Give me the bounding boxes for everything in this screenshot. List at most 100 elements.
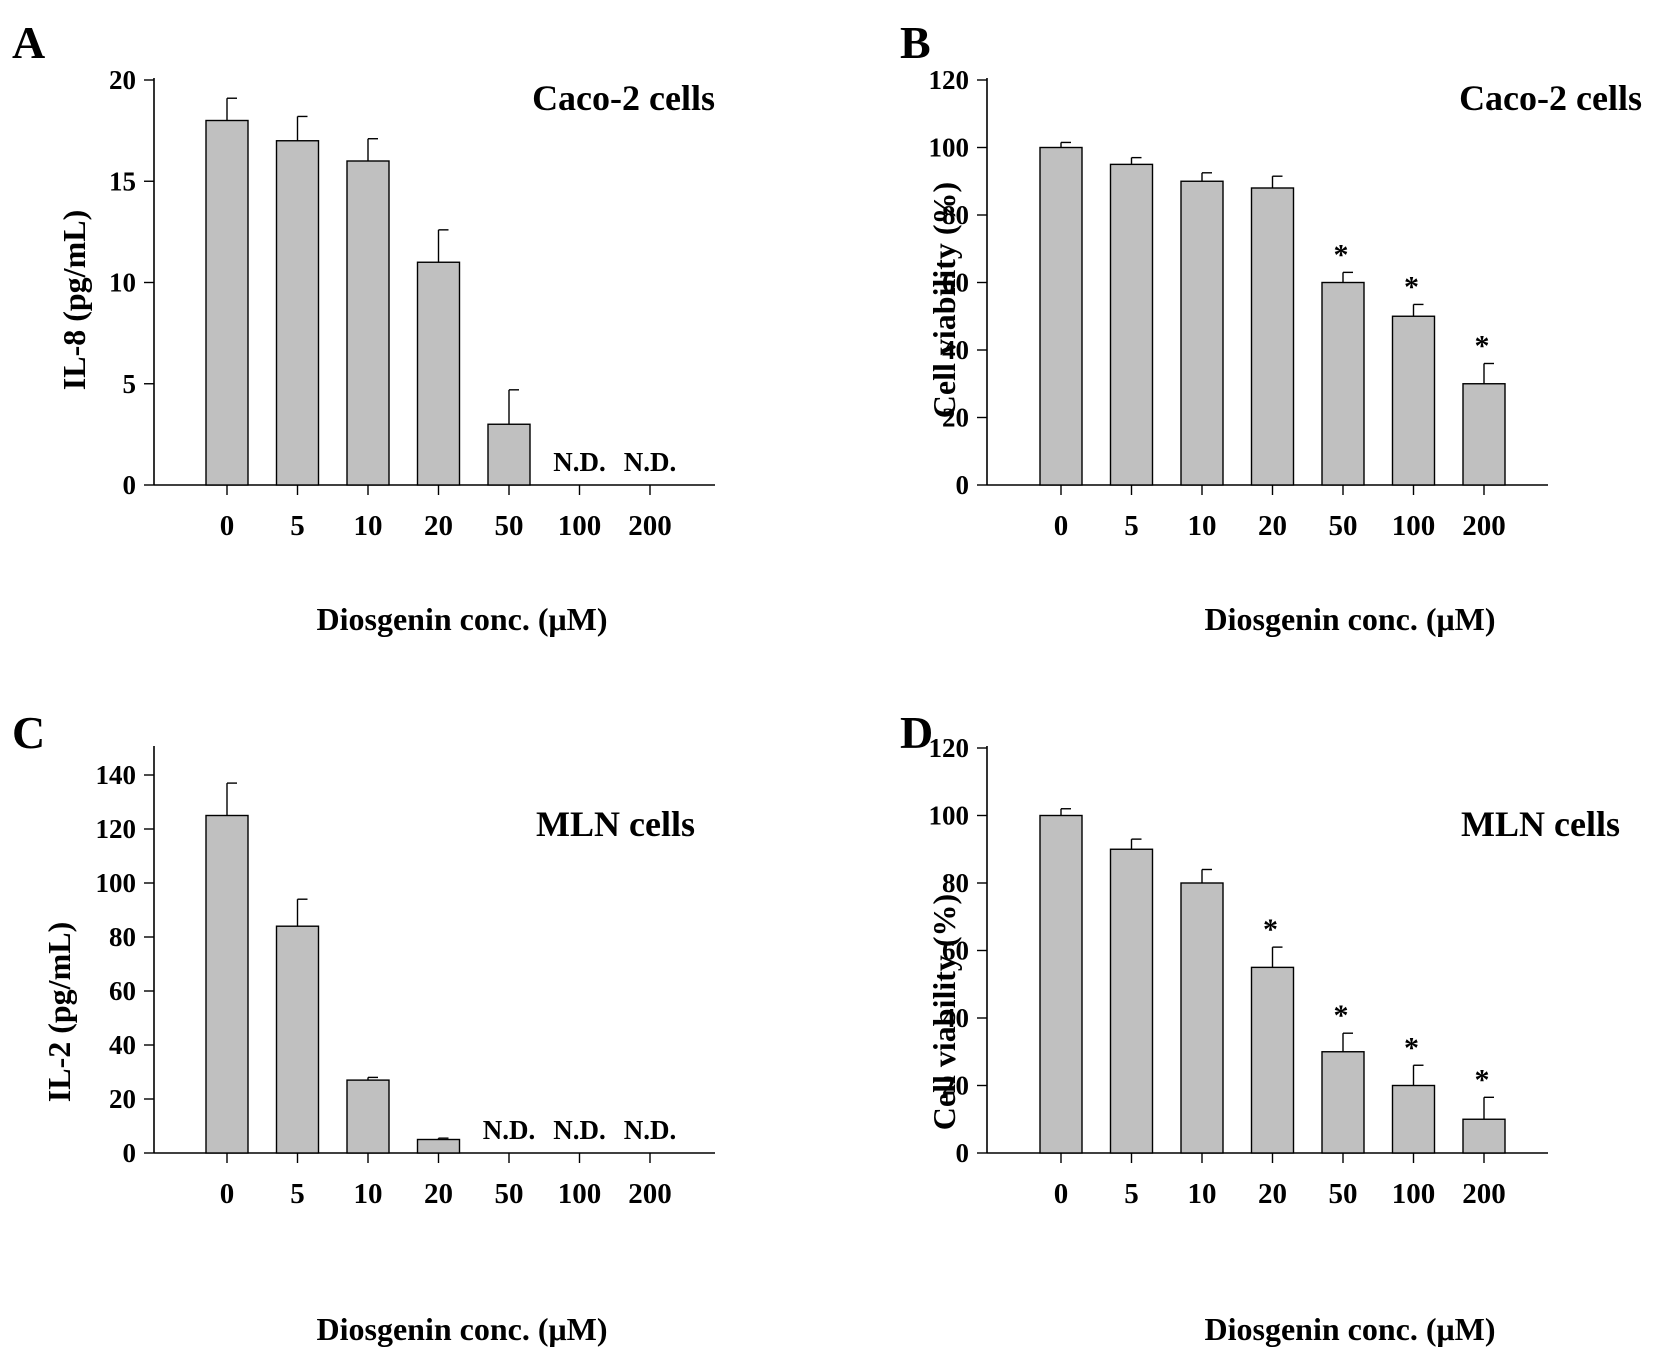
- y-tick-label: 20: [942, 403, 969, 433]
- y-tick-label: 0: [956, 1138, 970, 1168]
- y-tick-label: 0: [956, 470, 970, 500]
- y-tick-label: 10: [109, 268, 136, 298]
- bar: [416, 261, 461, 486]
- x-tick-label: 5: [1124, 510, 1139, 542]
- bar: [346, 160, 390, 486]
- bar: [1250, 187, 1295, 486]
- x-tick-label: 10: [1188, 1178, 1217, 1210]
- y-tick-label: 80: [942, 200, 969, 230]
- x-tick-label: 50: [495, 1178, 524, 1210]
- bar: [1180, 180, 1224, 486]
- bar: [1180, 882, 1224, 1154]
- x-tick-label: 50: [1329, 1178, 1358, 1210]
- significance-marker: *: [1404, 1031, 1419, 1064]
- y-tick-label: 100: [96, 868, 137, 898]
- bar: [275, 925, 320, 1154]
- y-tick-label: 100: [929, 133, 970, 163]
- significance-marker: *: [1334, 238, 1349, 271]
- x-tick-label: 20: [424, 1178, 453, 1210]
- not-detected-label: N.D.: [624, 447, 677, 477]
- panel-d: D MLN cells Cell viability (%) Diosgenin…: [900, 707, 1620, 1347]
- y-tick-label: 20: [942, 1071, 969, 1101]
- x-tick-label: 100: [558, 1178, 602, 1210]
- y-tick-label: 40: [942, 335, 969, 365]
- bar: [205, 119, 249, 486]
- chart-title: Caco-2 cells: [532, 78, 715, 118]
- x-axis-label: Diosgenin conc. (μM): [1205, 1311, 1496, 1347]
- x-tick-label: 200: [1462, 510, 1506, 542]
- x-tick-label: 200: [628, 1178, 672, 1210]
- y-tick-label: 60: [109, 976, 136, 1006]
- panel-letter: D: [900, 707, 933, 758]
- bars: * * * *: [1039, 808, 1506, 1154]
- bars: * * *: [1039, 141, 1506, 486]
- x-axis-label: Diosgenin conc. (μM): [317, 1311, 608, 1347]
- chart-title: Caco-2 cells: [1459, 78, 1642, 118]
- x-tick-label: 50: [495, 510, 524, 542]
- y-axis-label: Cell viability (%): [926, 894, 962, 1130]
- x-tick-label: 5: [1124, 1178, 1139, 1210]
- bar: [1462, 383, 1506, 486]
- panel-b: B Caco-2 cells Cell viability (%) Diosge…: [900, 17, 1642, 637]
- y-tick-label: 120: [96, 814, 137, 844]
- bar: [1321, 281, 1365, 486]
- x-tick-label: 10: [354, 1178, 383, 1210]
- x-tick-label: 0: [220, 510, 235, 542]
- y-tick-label: 60: [942, 936, 969, 966]
- y-tick-label: 5: [123, 369, 137, 399]
- y-tick-label: 20: [109, 65, 136, 95]
- x-tick-label: 10: [1188, 510, 1217, 542]
- y-tick-label: 140: [96, 760, 137, 790]
- chart-title: MLN cells: [536, 804, 695, 844]
- not-detected-label: N.D.: [553, 447, 606, 477]
- y-tick-label: 120: [929, 733, 970, 763]
- bars: N.D. N.D.: [205, 97, 677, 486]
- bar: [487, 423, 531, 486]
- axes: 0 20 40 60 80 100 120 0 5 10 20 50 100 200: [929, 733, 1548, 1210]
- y-tick-label: 40: [942, 1003, 969, 1033]
- x-tick-label: 10: [354, 510, 383, 542]
- x-tick-label: 5: [290, 510, 305, 542]
- y-tick-label: 0: [123, 470, 137, 500]
- significance-marker: *: [1334, 999, 1349, 1032]
- x-tick-label: 20: [424, 510, 453, 542]
- bar: [1039, 146, 1083, 486]
- y-tick-label: 40: [109, 1030, 136, 1060]
- x-tick-label: 0: [220, 1178, 235, 1210]
- significance-marker: *: [1404, 270, 1419, 303]
- bar: [1109, 163, 1154, 486]
- bar: [275, 140, 320, 486]
- bar: [346, 1079, 390, 1154]
- y-axis-label: IL-8 (pg/mL): [56, 210, 92, 390]
- significance-marker: *: [1475, 1063, 1490, 1096]
- bar: [1250, 966, 1295, 1154]
- x-tick-label: 20: [1258, 510, 1287, 542]
- bar: [205, 814, 249, 1154]
- panel-a: A Caco-2 cells IL-8 (pg/mL) Diosgenin co…: [12, 17, 715, 637]
- significance-marker: *: [1263, 913, 1278, 946]
- y-tick-label: 120: [929, 65, 970, 95]
- x-tick-label: 200: [628, 510, 672, 542]
- panel-letter: C: [12, 707, 45, 758]
- bar: [416, 1138, 461, 1154]
- x-tick-label: 0: [1054, 1178, 1069, 1210]
- y-tick-label: 100: [929, 801, 970, 831]
- x-tick-label: 100: [1392, 1178, 1436, 1210]
- x-axis-label: Diosgenin conc. (μM): [317, 601, 608, 637]
- y-tick-label: 80: [109, 922, 136, 952]
- x-tick-label: 200: [1462, 1178, 1506, 1210]
- bar: [1391, 1084, 1436, 1154]
- x-tick-label: 5: [290, 1178, 305, 1210]
- bar: [1391, 315, 1436, 486]
- x-axis-label: Diosgenin conc. (μM): [1205, 601, 1496, 637]
- y-axis-label: Cell viability (%): [926, 182, 962, 418]
- x-tick-label: 0: [1054, 510, 1069, 542]
- significance-marker: *: [1475, 330, 1490, 363]
- panel-letter: A: [12, 17, 45, 68]
- y-tick-label: 80: [942, 868, 969, 898]
- y-axis-label: IL-2 (pg/mL): [41, 922, 77, 1102]
- x-tick-label: 100: [558, 510, 602, 542]
- panel-c: C MLN cells IL-2 (pg/mL) Diosgenin conc.…: [12, 707, 715, 1347]
